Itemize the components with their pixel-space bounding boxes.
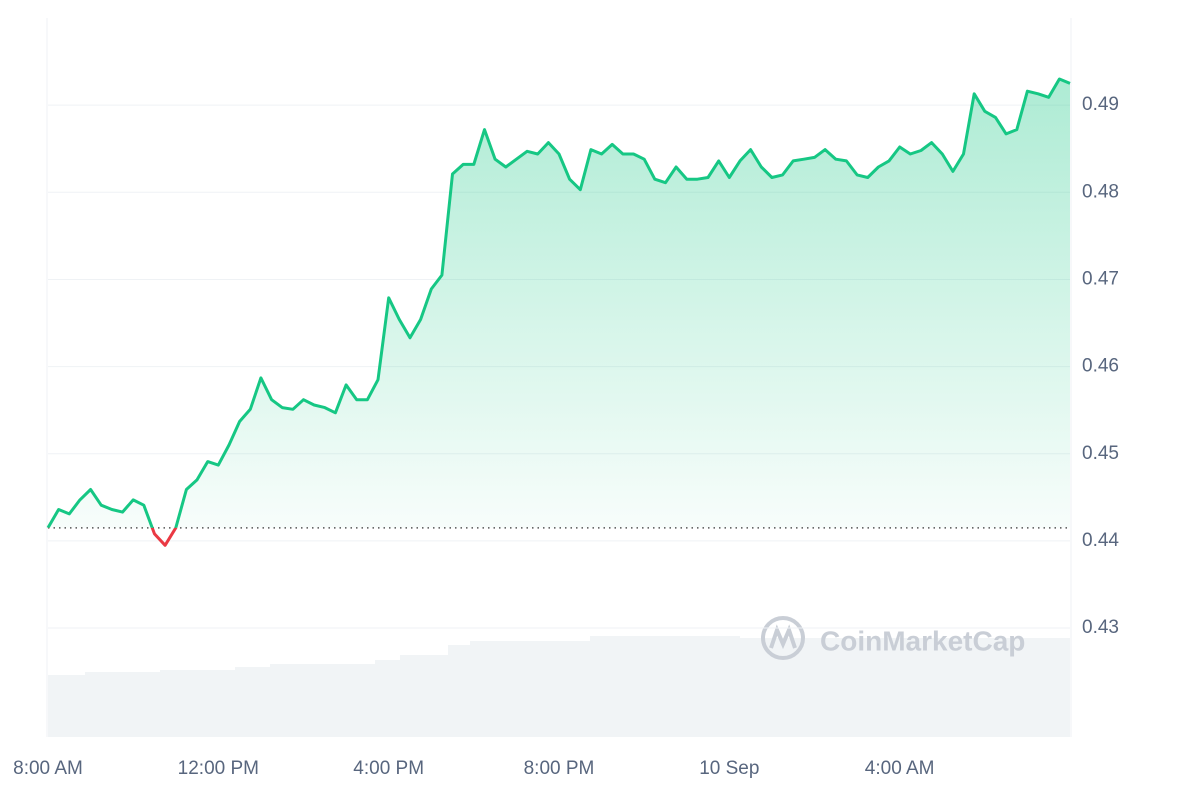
watermark: CoinMarketCap bbox=[820, 625, 1025, 656]
x-tick-label: 10 Sep bbox=[699, 758, 759, 779]
y-tick-label: 0.46 bbox=[1082, 356, 1119, 377]
y-tick-label: 0.48 bbox=[1082, 181, 1119, 202]
price-line bbox=[46, 77, 1071, 528]
watermark-logo bbox=[761, 616, 805, 660]
x-tick-label: 4:00 AM bbox=[865, 758, 935, 779]
x-tick-label: 12:00 PM bbox=[178, 758, 259, 779]
y-tick-label: 0.47 bbox=[1082, 268, 1119, 289]
x-tick-label: 8:00 AM bbox=[13, 758, 83, 779]
volume bbox=[48, 636, 1070, 737]
x-tick-label: 8:00 PM bbox=[524, 758, 595, 779]
y-tick-label: 0.49 bbox=[1082, 94, 1119, 115]
y-tick-label: 0.45 bbox=[1082, 443, 1119, 464]
y-tick-label: 0.44 bbox=[1082, 530, 1119, 551]
y-tick-label: 0.43 bbox=[1082, 617, 1119, 638]
x-tick-label: 4:00 PM bbox=[353, 758, 424, 779]
area bbox=[48, 79, 1070, 528]
